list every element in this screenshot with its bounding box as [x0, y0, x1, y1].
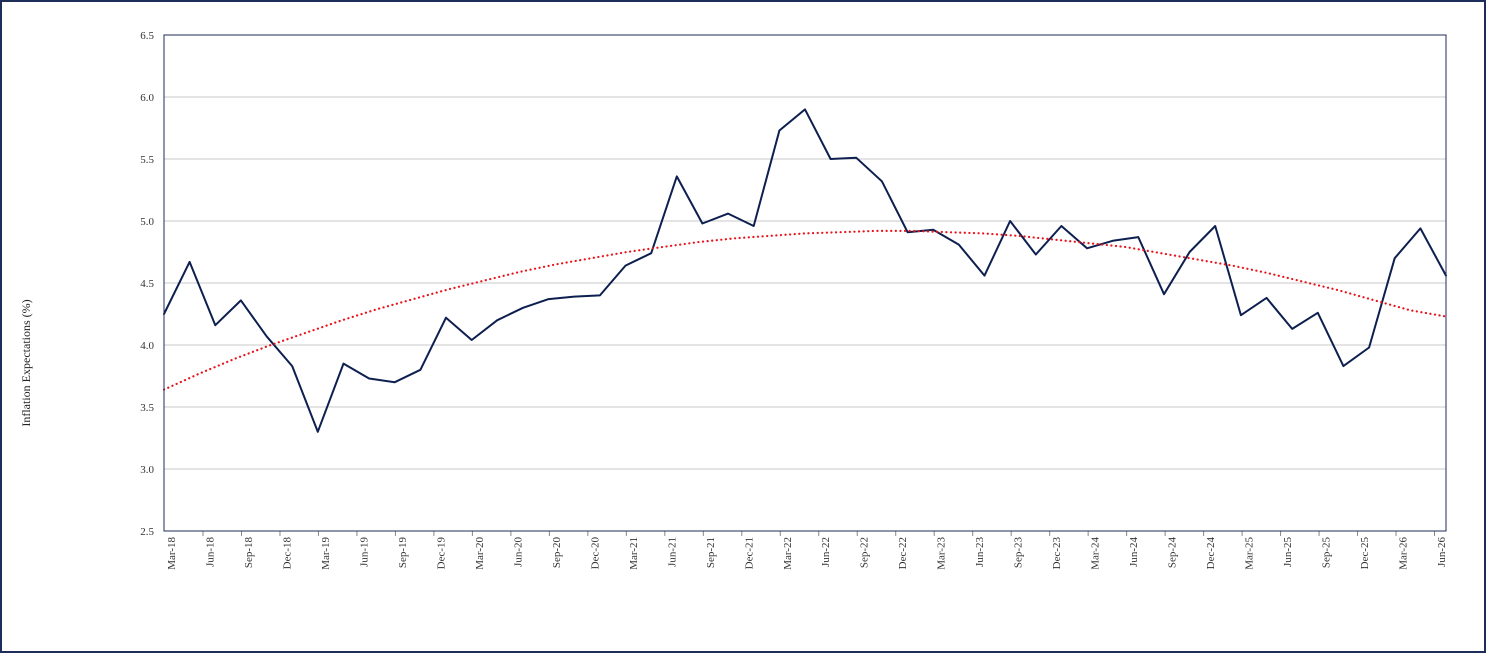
y-tick-label: 2.5: [140, 526, 154, 538]
x-tick-label: Mar-21: [628, 537, 640, 570]
x-tick-label: Mar-18: [166, 537, 178, 570]
x-tick-label: Jun-23: [974, 537, 986, 567]
y-tick-label: 5.5: [140, 154, 154, 166]
x-tick-label: Jun-24: [1128, 537, 1140, 567]
plot-area-border: [163, 34, 1447, 532]
x-tick-label: Mar-25: [1244, 537, 1256, 570]
y-axis-label: Inflation Expectations (%): [19, 299, 33, 426]
y-tick-label: 4.5: [140, 278, 154, 290]
y-tick-label: 3.5: [140, 402, 154, 414]
x-tick-label: Sep-22: [859, 537, 871, 568]
x-tick-label: Sep-21: [705, 537, 717, 568]
x-tick-label: Sep-19: [397, 537, 409, 569]
x-tick-label: Dec-25: [1359, 537, 1371, 570]
y-tick-label: 4.0: [140, 340, 154, 352]
y-tick-label: 5.0: [140, 216, 154, 228]
y-tick-label: 3.0: [140, 464, 154, 476]
x-tick-label: Sep-24: [1167, 537, 1179, 569]
x-tick-label: Mar-19: [320, 537, 332, 570]
x-tick-label: Jun-20: [512, 537, 524, 567]
y-tick-label: 6.5: [140, 30, 154, 42]
y-tick-label: 6.0: [140, 92, 154, 104]
x-tick-label: Dec-19: [435, 537, 447, 570]
x-tick-label: Dec-21: [743, 537, 755, 569]
x-tick-label: Dec-24: [1205, 537, 1217, 570]
series-group: [162, 108, 1448, 433]
y-axis-ticks: 2.5 3.0 3.5 4.0 4.5 5.0 5.5 6.0 6.5: [140, 30, 154, 538]
x-tick-label: Jun-22: [820, 537, 832, 567]
x-tick-label: Mar-24: [1090, 537, 1102, 570]
x-tick-label: Jun-26: [1436, 537, 1448, 567]
x-tick-label: Jun-21: [666, 537, 678, 567]
x-tick-label: Jun-19: [358, 537, 370, 567]
x-tick-label: Sep-18: [243, 537, 255, 569]
trend-line: [162, 229, 1448, 391]
x-tick-label: Dec-20: [589, 537, 601, 570]
x-tick-label: Jun-18: [204, 537, 216, 567]
x-axis-ticks: Mar-18 Jun-18 Sep-18 Dec-18 Mar-19 Jun-19 Sep-…: [166, 531, 1448, 570]
x-tick-label: Mar-20: [474, 537, 486, 570]
x-tick-label: Dec-18: [281, 537, 293, 570]
x-tick-label: Sep-23: [1013, 537, 1025, 569]
x-tick-label: Sep-25: [1321, 537, 1333, 569]
x-tick-label: Dec-22: [897, 537, 909, 569]
x-tick-label: Mar-22: [782, 537, 794, 570]
x-tick-label: Dec-23: [1051, 537, 1063, 570]
series-line: [163, 108, 1447, 433]
x-tick-label: Sep-20: [551, 537, 563, 569]
x-tick-label: Mar-23: [936, 537, 948, 570]
x-tick-label: Mar-26: [1398, 537, 1410, 570]
x-tick-label: Jun-25: [1282, 537, 1294, 567]
